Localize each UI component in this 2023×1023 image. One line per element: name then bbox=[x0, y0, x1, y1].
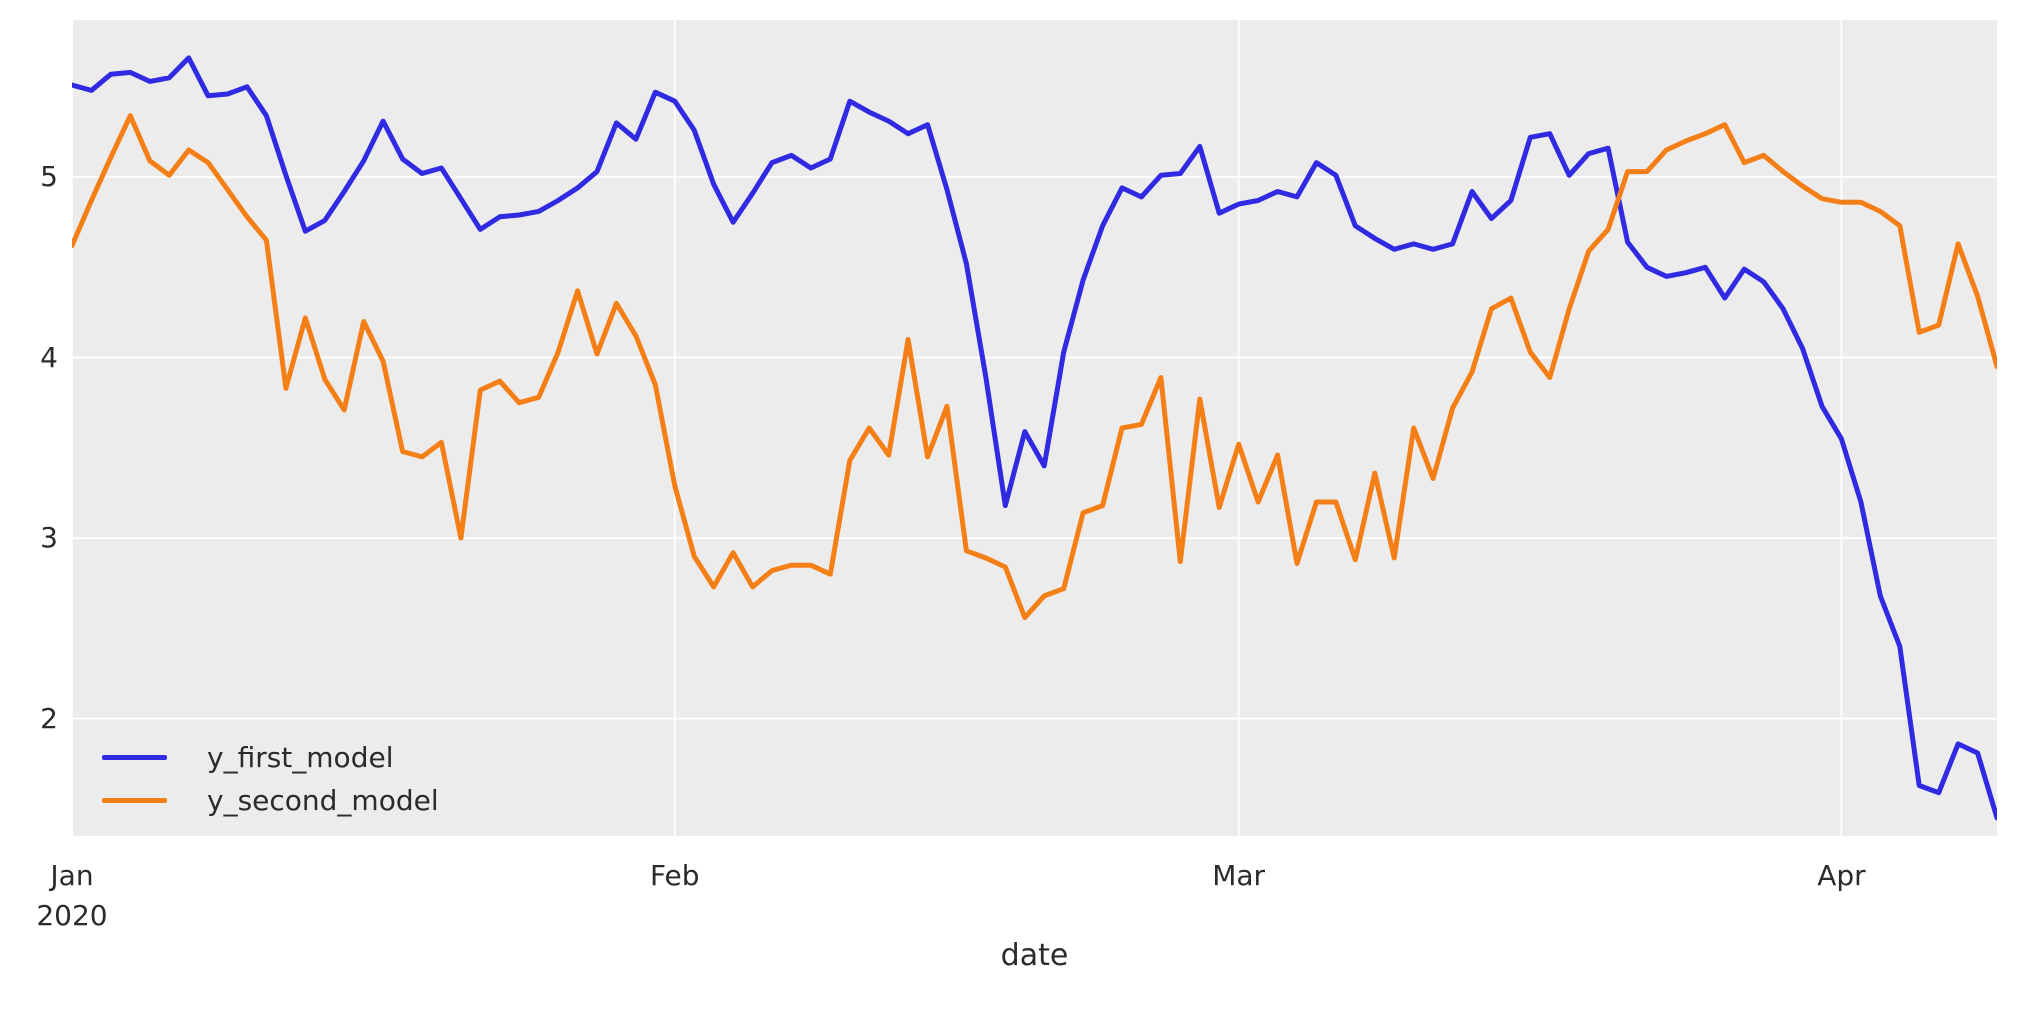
plot-area: y_first_model y_second_model bbox=[72, 20, 1997, 836]
x-tick-Feb: Feb bbox=[595, 856, 755, 896]
y-tick-label-3: 3 bbox=[40, 521, 58, 555]
x-tick-label-Apr: Apr bbox=[1817, 859, 1866, 892]
x-tick-year-label: 2020 bbox=[36, 899, 108, 932]
x-axis-title: date bbox=[1000, 938, 1069, 973]
line-chart bbox=[72, 20, 1997, 836]
x-tick-label-Feb: Feb bbox=[649, 859, 700, 892]
legend-item-y-first-model: y_first_model bbox=[102, 736, 439, 779]
x-tick-Apr: Apr bbox=[1761, 856, 1921, 896]
x-tick-Mar: Mar bbox=[1159, 856, 1319, 896]
x-tick-label-Jan: Jan bbox=[50, 859, 94, 892]
y-tick-label-2: 2 bbox=[40, 701, 58, 735]
legend-item-y-second-model: y_second_model bbox=[102, 779, 439, 822]
series-line-y_first_model bbox=[72, 55, 1997, 821]
series-line-y_second_model bbox=[72, 113, 1997, 621]
x-tick-label-Mar: Mar bbox=[1212, 859, 1266, 892]
legend-label-y-first-model: y_first_model bbox=[207, 741, 394, 774]
x-tick-Jan: Jan 2020 bbox=[0, 856, 152, 936]
legend-label-y-second-model: y_second_model bbox=[207, 784, 439, 817]
y-tick-label-5: 5 bbox=[40, 160, 58, 194]
legend: y_first_model y_second_model bbox=[102, 736, 439, 822]
y-tick-label-4: 4 bbox=[40, 340, 58, 374]
legend-line-swatch-orange bbox=[102, 798, 167, 803]
legend-line-swatch-blue bbox=[102, 755, 167, 760]
